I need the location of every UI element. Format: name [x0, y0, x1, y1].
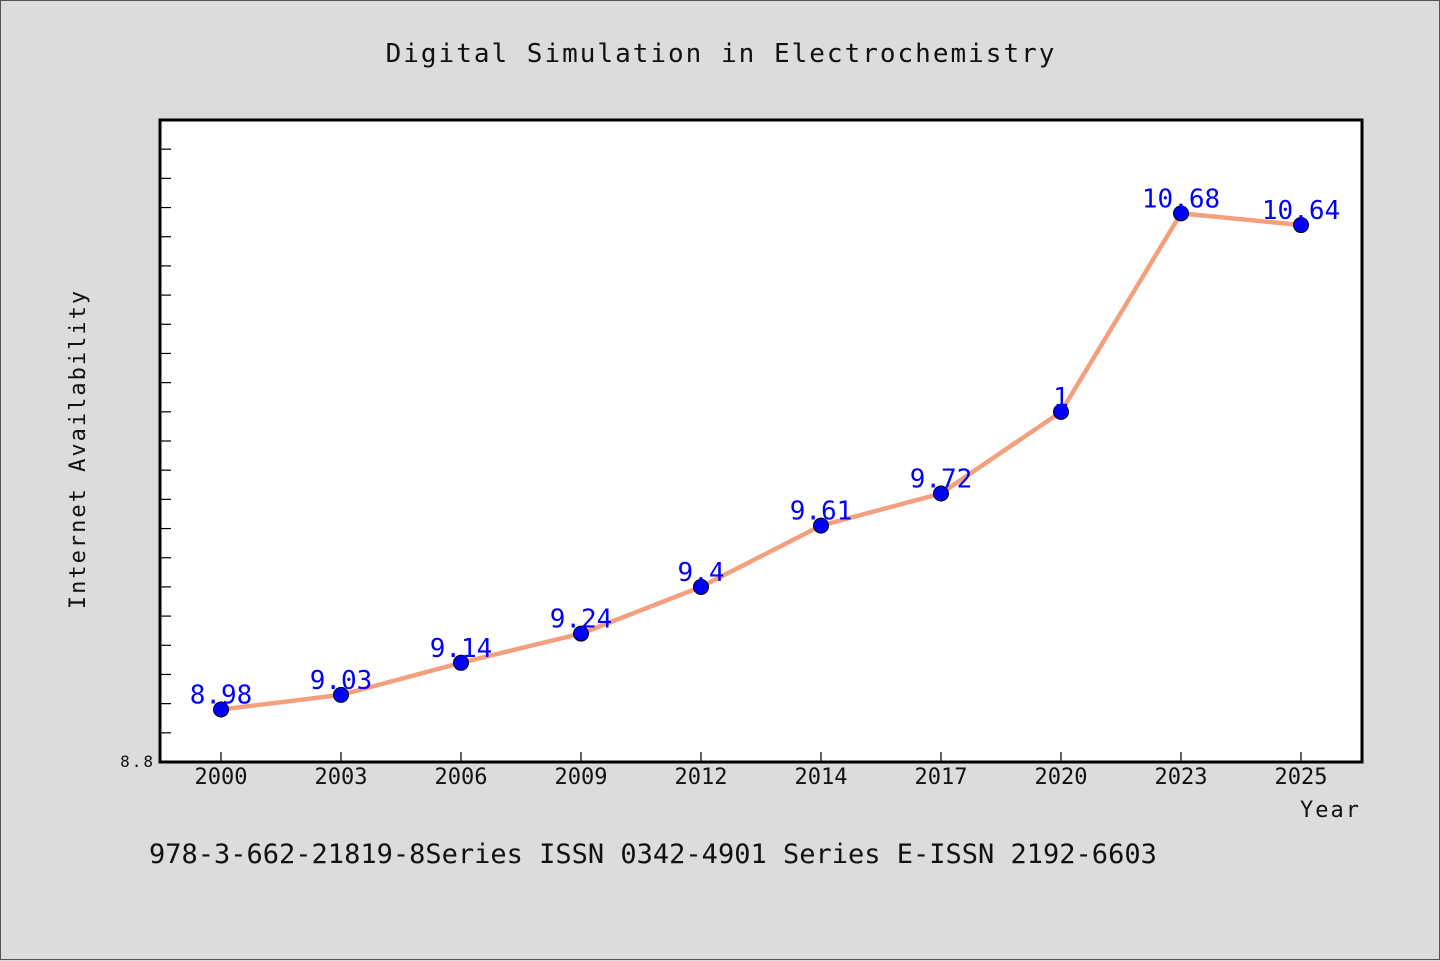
data-label: 8.98: [190, 680, 253, 710]
data-label: 10.68: [1142, 184, 1220, 214]
x-tick-label: 2012: [675, 765, 728, 790]
x-tick-label: 2009: [555, 765, 608, 790]
x-axis-tick-labels: 2000 2003 2006 2009 2012 2014 2017 2020 2023 2025: [195, 765, 1328, 790]
data-label: 9.03: [310, 666, 373, 696]
x-tick-label: 2014: [795, 765, 848, 790]
line-chart: Digital Simulation in Electrochemistry 2…: [1, 1, 1440, 961]
footer-isbn-issn: 978-3-662-21819-8Series ISSN 0342-4901 S…: [149, 839, 1157, 870]
data-label: 9.14: [430, 634, 493, 664]
x-tick-label: 2020: [1035, 765, 1088, 790]
data-label: 10.64: [1262, 196, 1340, 226]
x-tick-label: 2006: [435, 765, 488, 790]
chart-title: Digital Simulation in Electrochemistry: [386, 39, 1057, 69]
x-tick-label: 2000: [195, 765, 248, 790]
y-tick-label-min: 8.8: [120, 752, 155, 771]
chart-frame: Digital Simulation in Electrochemistry 2…: [0, 0, 1440, 960]
y-axis-ticks: [160, 149, 171, 733]
data-label: 9.24: [550, 605, 613, 635]
x-tick-label: 2025: [1275, 765, 1328, 790]
x-tick-label: 2017: [915, 765, 968, 790]
y-axis-label: Internet Availability: [66, 289, 91, 609]
x-tick-label: 2003: [315, 765, 368, 790]
data-label: 9.4: [678, 558, 725, 588]
data-label: 9.72: [910, 465, 973, 495]
data-label: 1: [1053, 383, 1069, 413]
x-axis-label: Year: [1300, 798, 1361, 823]
data-label: 9.61: [790, 497, 853, 527]
x-tick-label: 2023: [1155, 765, 1208, 790]
